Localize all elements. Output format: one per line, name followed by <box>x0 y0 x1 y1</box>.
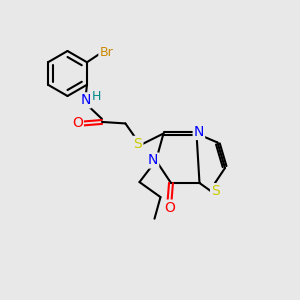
Text: H: H <box>92 90 102 103</box>
Text: N: N <box>80 93 91 107</box>
Text: N: N <box>148 154 158 167</box>
Text: S: S <box>134 137 142 151</box>
Text: Br: Br <box>99 46 113 59</box>
Text: O: O <box>164 201 175 214</box>
Text: S: S <box>211 184 220 198</box>
Text: N: N <box>194 125 204 139</box>
Text: O: O <box>72 116 83 130</box>
